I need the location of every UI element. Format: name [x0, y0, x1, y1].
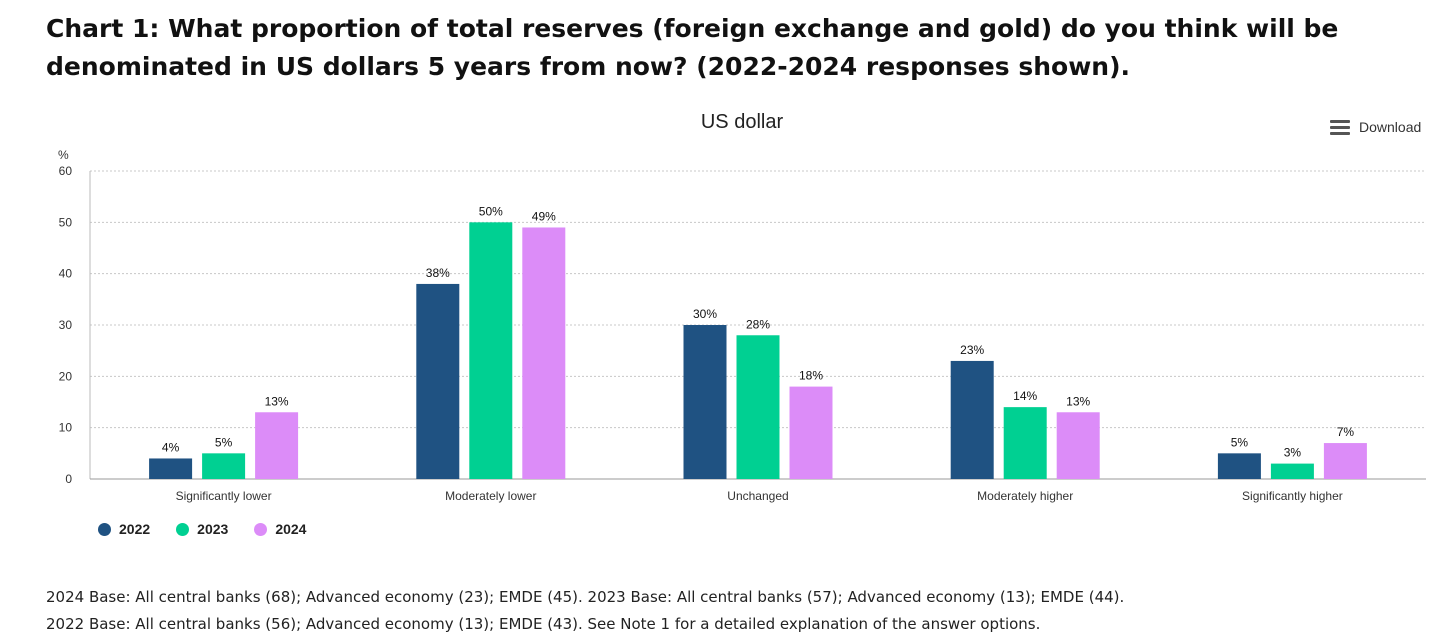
- legend-item-2022[interactable]: 2022: [98, 521, 150, 537]
- y-tick-label: 60: [59, 164, 73, 178]
- bar: [1270, 463, 1314, 479]
- bar: [736, 335, 780, 479]
- y-tick-label: 20: [59, 369, 73, 383]
- data-label: 5%: [1231, 435, 1249, 449]
- data-label: 5%: [215, 435, 233, 449]
- bar: [1217, 453, 1261, 479]
- y-tick-label: 10: [59, 421, 73, 435]
- chart-title: US dollar: [700, 111, 784, 133]
- bar-chart: 0 10 20 30 40 50 60% 4% 5% 13% Significantly lower…: [58, 148, 1426, 503]
- download-button[interactable]: Download: [1330, 118, 1421, 136]
- bar: [149, 458, 193, 479]
- data-label: 7%: [1337, 425, 1355, 439]
- data-label: 50%: [479, 204, 503, 218]
- bar: [255, 412, 299, 479]
- x-tick-label: Moderately higher: [977, 489, 1073, 503]
- legend-label: 2022: [119, 521, 151, 537]
- legend-marker-icon: [176, 522, 190, 536]
- legend: 2022 2023 2024: [98, 521, 306, 537]
- data-label: 13%: [1066, 394, 1090, 408]
- bar: [1323, 443, 1367, 479]
- x-tick-label: Moderately lower: [445, 489, 536, 503]
- bar: [683, 325, 727, 479]
- data-label: 38%: [426, 266, 450, 280]
- bar: [1003, 407, 1047, 479]
- footnote: 2022 Base: All central banks (56); Advan…: [46, 615, 1041, 633]
- bar: [202, 453, 246, 479]
- data-label: 30%: [693, 307, 717, 321]
- data-label: 28%: [746, 317, 770, 331]
- y-tick-label: 50: [59, 215, 73, 229]
- data-label: 13%: [265, 394, 289, 408]
- legend-marker-icon: [254, 522, 268, 536]
- x-tick-label: Significantly higher: [1242, 489, 1343, 503]
- footnote: 2024 Base: All central banks (68); Advan…: [46, 588, 1125, 606]
- legend-label: 2024: [275, 521, 307, 537]
- legend-item-2024[interactable]: 2024: [254, 521, 306, 537]
- data-label: 4%: [162, 440, 180, 454]
- data-label: 3%: [1284, 446, 1302, 460]
- y-tick-label: 0: [65, 472, 72, 486]
- legend-label: 2023: [197, 521, 229, 537]
- bar: [416, 283, 460, 479]
- legend-item-2023[interactable]: 2023: [176, 521, 228, 537]
- data-label: 14%: [1013, 389, 1037, 403]
- x-tick-label: Significantly lower: [176, 489, 272, 503]
- y-tick-label: 30: [59, 318, 73, 332]
- y-tick-label: 40: [59, 267, 73, 281]
- legend-marker-icon: [98, 522, 111, 536]
- data-label: 18%: [799, 369, 823, 383]
- data-label: 23%: [960, 343, 984, 357]
- bar: [522, 227, 566, 479]
- y-axis-label: %: [58, 148, 69, 162]
- x-tick-label: Unchanged: [727, 489, 788, 503]
- bar: [950, 360, 994, 479]
- bar: [1056, 412, 1100, 479]
- menu-icon: [1330, 119, 1350, 135]
- download-label: Download: [1359, 119, 1422, 135]
- data-label: 49%: [532, 209, 556, 223]
- page-title: Chart 1: What proportion of total reserv…: [46, 14, 1339, 81]
- bar: [469, 222, 513, 480]
- bar: [789, 386, 833, 479]
